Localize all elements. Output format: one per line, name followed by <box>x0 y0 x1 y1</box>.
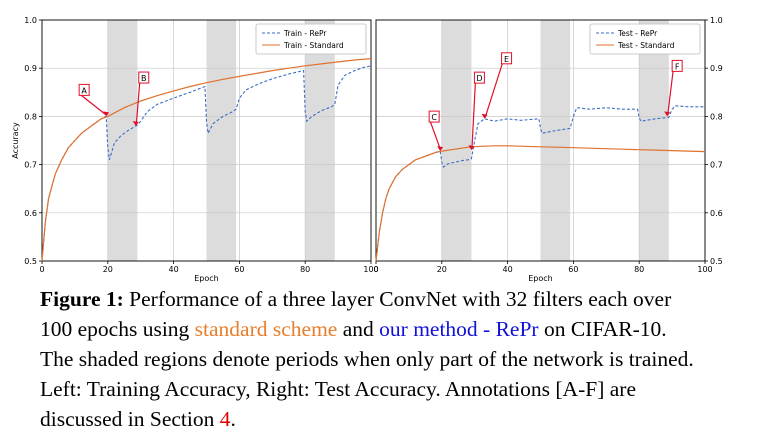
shaded-region <box>305 20 335 261</box>
legend: Train - RePr Train - Standard <box>255 23 367 55</box>
x-tick-label: 80 <box>634 265 644 274</box>
x-tick-label: 80 <box>300 265 310 274</box>
annotation-d: D <box>468 71 485 151</box>
y-tick-label: 1.0 <box>24 16 37 25</box>
annotation-arrowhead <box>468 145 475 151</box>
legend-box <box>255 23 367 55</box>
series-line-standard <box>375 145 706 262</box>
y-tick-label: 0.5 <box>710 257 723 266</box>
annotation-label: E <box>504 55 509 64</box>
annotation-box <box>501 52 513 65</box>
shaded-region <box>107 20 138 261</box>
x-axis-label: Epoch <box>528 274 553 283</box>
annotation-label: F <box>675 62 680 71</box>
annotation-box <box>473 71 485 84</box>
annotation-e: E <box>481 52 513 119</box>
x-tick-label: 20 <box>103 265 113 274</box>
annotation-arrowhead <box>103 111 110 117</box>
caption-label: Figure 1: <box>40 287 124 311</box>
legend-label: Test - RePr <box>617 29 658 38</box>
annotation-box <box>78 83 90 96</box>
x-tick-label: 60 <box>568 265 578 274</box>
y-tick-label: 0.8 <box>710 112 723 121</box>
legend-label: Test - Standard <box>617 41 675 50</box>
legend-box <box>589 23 701 55</box>
plot-frame <box>375 19 706 262</box>
shaded-region <box>639 20 669 261</box>
series-line-repr <box>375 105 705 262</box>
annotation-box <box>138 71 150 84</box>
x-tick-label: 0 <box>373 265 378 274</box>
x-tick-label: 100 <box>697 265 712 274</box>
annotation-box <box>671 59 683 72</box>
y-tick-label: 0.7 <box>710 161 723 170</box>
x-tick-label: 100 <box>363 265 378 274</box>
x-tick-label: 0 <box>39 265 44 274</box>
x-tick-label: 40 <box>169 265 179 274</box>
shaded-region <box>441 20 472 261</box>
caption-our-method: our method - RePr <box>379 317 539 341</box>
y-tick-label: 0.9 <box>710 64 723 73</box>
annotation-b: B <box>132 71 150 127</box>
caption-text-1: Performance of a three layer ConvNet wit… <box>40 287 672 341</box>
annotation-arrowhead <box>437 146 444 152</box>
annotation-a: A <box>78 83 110 117</box>
x-tick-label: 20 <box>437 265 447 274</box>
y-tick-label: 0.6 <box>24 209 37 218</box>
x-tick-label: 40 <box>503 265 513 274</box>
plot-frame <box>41 19 372 262</box>
annotation-label: D <box>476 74 482 83</box>
x-axis-label: Epoch <box>194 274 219 283</box>
caption-section-link[interactable]: 4 <box>219 407 231 431</box>
annotation-label: A <box>81 86 87 95</box>
y-tick-label: 0.9 <box>24 64 37 73</box>
shaded-region <box>206 20 237 261</box>
legend: Test - RePr Test - Standard <box>589 23 701 55</box>
caption-text-4: . <box>230 407 236 431</box>
annotation-arrowhead <box>481 113 488 119</box>
caption-text-2: and <box>337 317 380 341</box>
series-line-standard <box>41 58 372 262</box>
caption-text-3: on CIFAR-10. The shaded regions denote p… <box>40 317 694 431</box>
annotation-f: F <box>664 59 683 117</box>
legend-label: Train - Standard <box>283 41 344 50</box>
shaded-region <box>540 20 571 261</box>
y-tick-label: 0.6 <box>710 209 723 218</box>
annotation-label: C <box>431 113 437 122</box>
y-tick-label: 1.0 <box>710 16 723 25</box>
y-tick-label: 0.8 <box>24 112 37 121</box>
legend-label: Train - RePr <box>283 29 327 38</box>
annotation-box <box>428 110 440 123</box>
caption-standard-scheme: standard scheme <box>194 317 338 341</box>
y-tick-label: 0.5 <box>24 257 37 266</box>
annotation-arrowhead <box>132 121 139 127</box>
annotation-c: C <box>428 110 444 152</box>
x-tick-label: 60 <box>234 265 244 274</box>
annotation-arrowhead <box>664 111 671 117</box>
annotation-arrow <box>484 58 504 118</box>
y-axis-label: Accuracy <box>11 122 20 159</box>
y-tick-label: 0.7 <box>24 161 37 170</box>
annotation-label: B <box>141 74 147 83</box>
series-line-repr <box>41 65 372 262</box>
figure-caption: Figure 1: Performance of a three layer C… <box>40 284 700 434</box>
chart-panel-left: 0 20 40 60 80 100 0.5 0.6 0.7 0.8 0.9 1.0 Epoch Accur… <box>11 16 379 283</box>
